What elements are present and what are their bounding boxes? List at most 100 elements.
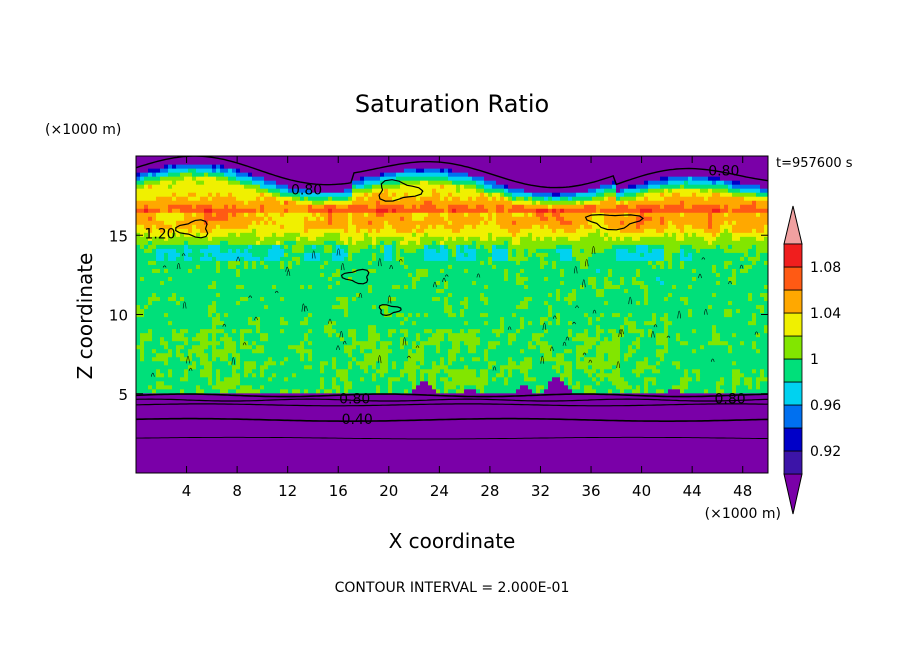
field-cell	[392, 380, 413, 386]
field-cell	[356, 360, 377, 366]
field-cell	[208, 344, 213, 350]
field-cell	[280, 260, 285, 265]
field-cell	[484, 244, 493, 249]
contour-line	[378, 258, 382, 267]
field-cell	[756, 192, 768, 197]
field-cell	[444, 268, 465, 273]
contour-line	[328, 318, 332, 324]
field-cell	[284, 296, 337, 302]
contour-label: 0.80	[708, 163, 739, 179]
field-cell	[676, 232, 685, 237]
field-cell	[500, 320, 505, 326]
field-cell	[672, 284, 677, 290]
field-cell	[260, 320, 281, 326]
field-cell	[512, 368, 521, 374]
field-cell	[584, 352, 597, 358]
field-cell	[492, 328, 505, 334]
field-cell	[400, 240, 409, 245]
field-cell	[716, 236, 733, 241]
field-cell	[420, 372, 425, 378]
field-cell	[596, 276, 605, 281]
field-cell	[752, 264, 768, 269]
field-cell	[716, 232, 721, 237]
contour-line	[151, 372, 155, 377]
field-cell	[700, 248, 725, 253]
field-cell	[236, 388, 261, 394]
field-cell	[328, 276, 333, 281]
field-cell	[252, 340, 257, 346]
field-cell	[752, 228, 757, 233]
x-tick-label: 4	[182, 482, 192, 500]
field-cell	[400, 252, 425, 257]
field-cell	[448, 388, 457, 394]
field-cell	[688, 176, 693, 181]
field-cell	[216, 376, 221, 382]
field-cell	[424, 232, 429, 237]
field-cell	[344, 384, 353, 390]
field-cell	[476, 348, 485, 354]
field-cell	[664, 216, 709, 221]
field-cell	[372, 184, 401, 189]
field-cell	[560, 376, 565, 382]
field-cell	[760, 384, 768, 390]
field-cell	[252, 372, 257, 378]
field-cell	[184, 216, 205, 221]
field-cell	[764, 324, 768, 330]
field-cell	[764, 224, 768, 229]
field-cell	[300, 196, 305, 201]
field-cell	[232, 336, 241, 342]
field-cell	[496, 332, 501, 338]
field-cell	[352, 360, 357, 366]
contour-line	[704, 308, 708, 315]
field-cell	[196, 352, 209, 358]
field-cell	[380, 384, 389, 390]
field-cell	[456, 208, 489, 213]
field-cell	[368, 324, 377, 330]
field-cell	[180, 356, 193, 362]
field-cell	[588, 256, 617, 261]
field-cell	[368, 268, 377, 273]
field-cell	[236, 204, 261, 209]
field-cell	[136, 280, 161, 285]
field-cell	[392, 384, 413, 390]
field-cell	[676, 236, 685, 241]
field-cell	[452, 360, 489, 366]
field-cell	[440, 360, 445, 366]
field-cell	[680, 336, 713, 342]
field-cell	[504, 192, 513, 197]
field-cell	[372, 244, 377, 249]
field-cell	[648, 384, 673, 390]
field-cell	[592, 364, 613, 370]
field-cell	[188, 168, 197, 173]
field-cell	[688, 296, 749, 302]
field-cell	[212, 376, 217, 382]
field-cell	[616, 328, 621, 334]
field-cell	[136, 444, 768, 450]
field-cell	[188, 368, 201, 374]
field-cell	[152, 384, 157, 390]
field-cell	[216, 344, 225, 350]
field-cell	[588, 316, 593, 322]
field-cell	[136, 264, 197, 269]
field-cell	[136, 464, 768, 470]
field-cell	[624, 220, 637, 225]
field-cell	[264, 264, 269, 269]
field-cell	[276, 220, 305, 225]
field-cell	[332, 376, 337, 382]
field-cell	[412, 276, 421, 281]
field-cell	[156, 384, 173, 390]
field-cell	[720, 208, 729, 213]
field-cell	[504, 372, 509, 378]
field-cell	[368, 336, 381, 342]
field-cell	[176, 344, 185, 350]
field-cell	[356, 224, 385, 229]
field-cell	[496, 376, 505, 382]
field-cell	[516, 272, 521, 277]
field-cell	[604, 336, 609, 342]
field-cell	[760, 332, 768, 338]
field-cell	[552, 348, 565, 354]
contour-line	[136, 398, 768, 402]
field-cell	[488, 312, 513, 318]
field-cell	[164, 336, 173, 342]
field-cell	[564, 296, 577, 302]
